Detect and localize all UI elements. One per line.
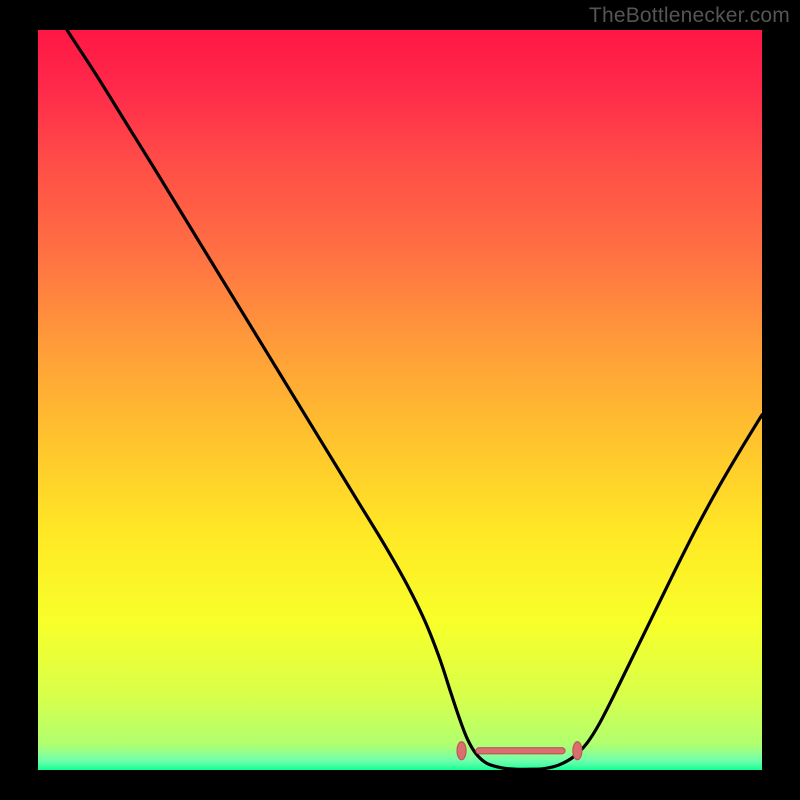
chart-container: TheBottlenecker.com [0, 0, 800, 800]
watermark-text: TheBottlenecker.com [589, 4, 790, 28]
optimal-range-bar [476, 748, 565, 754]
optimal-range-left-cap-icon [457, 742, 466, 760]
bottleneck-curve-chart [0, 0, 800, 800]
optimal-range-right-cap-icon [573, 742, 582, 760]
bottom-glow-band [38, 622, 762, 770]
